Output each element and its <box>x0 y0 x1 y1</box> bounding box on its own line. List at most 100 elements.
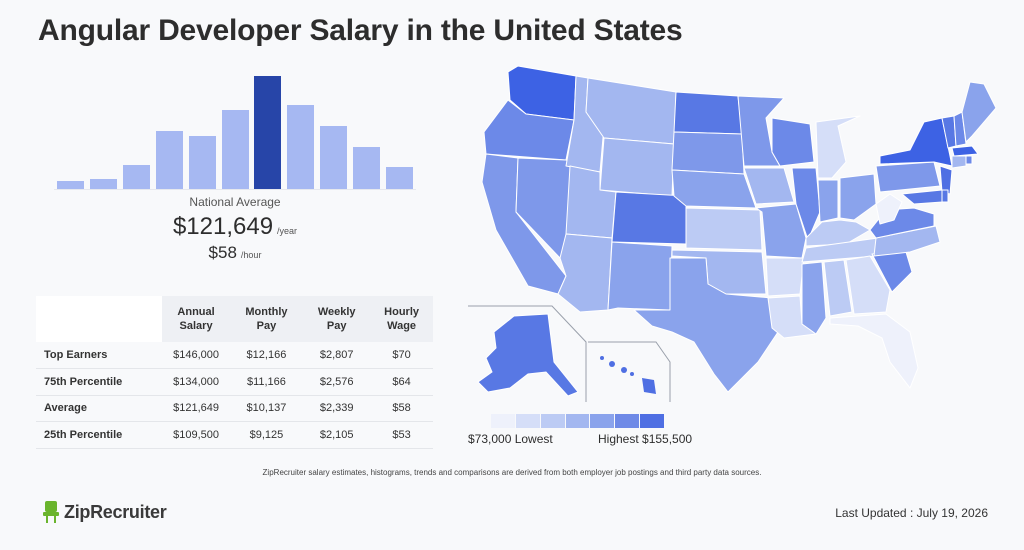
state-ms <box>801 261 827 335</box>
row-label: 75th Percentile <box>36 368 163 396</box>
table-header-hourly: Hourly Wage <box>370 296 433 342</box>
page-title: Angular Developer Salary in the United S… <box>38 14 683 47</box>
table-header-annual: Annual Salary <box>162 296 230 342</box>
state-ny <box>879 117 953 167</box>
table-row: 25th Percentile $109,500 $9,125 $2,105 $… <box>36 421 433 449</box>
table-header-blank <box>36 296 163 342</box>
state-il <box>791 167 821 241</box>
table-cell: $11,166 <box>229 368 304 396</box>
state-az <box>557 233 613 313</box>
state-ga <box>845 255 891 315</box>
state-ct <box>951 155 967 169</box>
table-cell: $121,649 <box>162 395 230 422</box>
inset-border-alaska <box>468 305 587 402</box>
national-average-label: National Average <box>189 195 281 209</box>
histogram-bar <box>56 180 84 190</box>
annual-unit: /year <box>277 226 298 236</box>
state-wi <box>771 117 815 167</box>
table-header-row: Annual Salary Monthly Pay Weekly Pay Hourly… <box>36 296 433 342</box>
state-fl <box>829 313 919 389</box>
table-row: Average $121,649 $10,137 $2,339 $58 <box>36 395 433 422</box>
brand-name: ZipRecruiter <box>64 501 167 522</box>
state-mi <box>815 115 861 179</box>
legend-swatch <box>640 414 665 428</box>
histogram-bar <box>287 104 315 190</box>
state-wy <box>599 137 675 197</box>
state-ne <box>671 169 757 209</box>
table-row: Top Earners $146,000 $12,166 $2,807 $70 <box>36 342 433 369</box>
state-pa <box>875 161 941 193</box>
state-nj <box>939 165 953 195</box>
histogram-bar <box>353 146 381 190</box>
national-annual: $121,649/year <box>54 213 416 241</box>
data-source-note: ZipRecruiter salary estimates, histogram… <box>262 468 762 477</box>
histogram-bar <box>320 126 348 190</box>
row-label: 25th Percentile <box>36 421 163 449</box>
state-ri <box>965 155 973 165</box>
legend-swatch <box>515 414 540 428</box>
state-hi <box>600 356 656 394</box>
histogram-bar <box>122 164 150 190</box>
state-co <box>611 191 687 245</box>
state-al <box>823 259 853 317</box>
state-nm <box>607 241 673 311</box>
table-row: 75th Percentile $134,000 $11,166 $2,576 … <box>36 368 433 396</box>
table-cell: $2,576 <box>303 368 371 396</box>
legend-high-label: Highest $155,500 <box>598 432 693 446</box>
histogram-bar <box>89 178 117 190</box>
histogram-bar <box>386 167 414 190</box>
histogram-bar <box>221 110 249 190</box>
histogram-baseline <box>54 189 416 190</box>
state-ar <box>765 257 805 297</box>
table-cell: $134,000 <box>162 368 230 396</box>
inset-border-hawaii <box>588 341 671 402</box>
state-in <box>817 179 839 223</box>
state-sd <box>671 131 745 175</box>
table-cell: $58 <box>370 395 433 422</box>
state-ks <box>685 207 763 251</box>
table-cell: $9,125 <box>229 421 304 449</box>
state-oh <box>839 173 877 221</box>
table-cell: $2,807 <box>303 342 371 369</box>
table-cell: $70 <box>370 342 433 369</box>
state-de <box>941 189 949 203</box>
histogram-bar <box>188 136 216 190</box>
national-hourly: $58/hour <box>54 243 416 263</box>
table-cell: $10,137 <box>229 395 304 422</box>
map-legend <box>491 414 665 428</box>
state-me <box>961 81 997 143</box>
state-md <box>901 189 943 205</box>
salary-histogram <box>54 76 416 190</box>
salary-table: Annual Salary Monthly Pay Weekly Pay Hourly… <box>36 296 433 449</box>
row-label: Average <box>36 395 163 422</box>
legend-swatch <box>565 414 590 428</box>
hourly-wage-value: $58 <box>208 243 237 262</box>
table-header-weekly: Weekly Pay <box>303 296 371 342</box>
last-updated: Last Updated : July 19, 2026 <box>835 506 988 520</box>
state-tx <box>633 257 779 393</box>
state-ma <box>951 145 979 157</box>
table-cell: $12,166 <box>229 342 304 369</box>
state-ky <box>805 219 871 247</box>
table-cell: $2,105 <box>303 421 371 449</box>
table-cell: $64 <box>370 368 433 396</box>
us-salary-map <box>468 65 997 402</box>
histogram-bar <box>155 130 183 190</box>
legend-swatch <box>615 414 640 428</box>
row-label: Top Earners <box>36 342 163 369</box>
table-cell: $109,500 <box>162 421 230 449</box>
table-cell: $146,000 <box>162 342 230 369</box>
table-header-monthly: Monthly Pay <box>229 296 304 342</box>
state-ia <box>743 167 795 205</box>
table-cell: $2,339 <box>303 395 371 422</box>
hourly-unit: /hour <box>240 250 262 260</box>
histogram-bar <box>254 76 282 190</box>
state-nd <box>673 91 743 135</box>
legend-swatch <box>491 414 515 428</box>
ziprecruiter-logo[interactable]: ZipRecruiter <box>42 499 167 525</box>
chair-icon <box>43 501 59 523</box>
legend-low-label: $73,000 Lowest <box>468 432 553 446</box>
state-wv <box>875 193 903 225</box>
table-cell: $53 <box>370 421 433 449</box>
annual-salary-value: $121,649 <box>172 213 274 240</box>
